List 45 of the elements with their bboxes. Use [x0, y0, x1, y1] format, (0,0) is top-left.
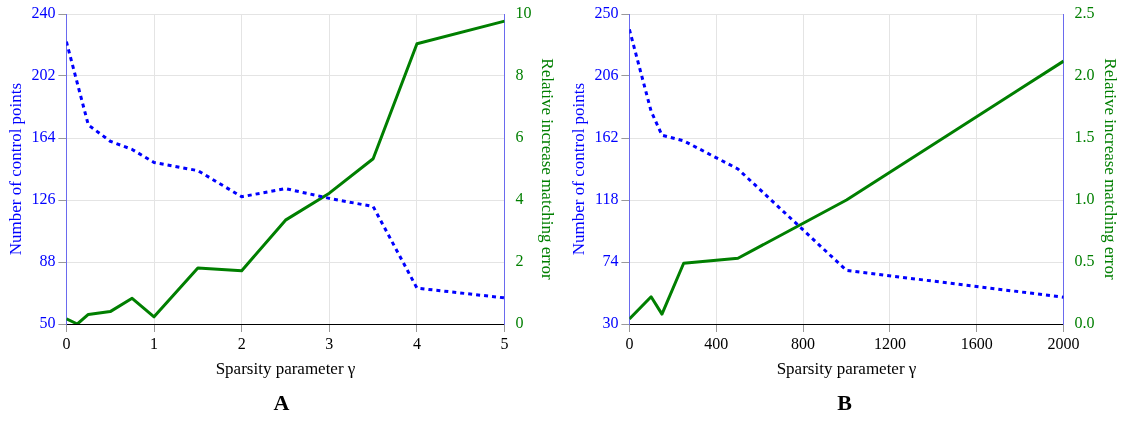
x-tick-label: 1600 [960, 334, 993, 352]
x-tick-label: 4 [412, 334, 421, 352]
x-tick-label: 3 [325, 334, 334, 352]
y-tick-label: 202 [31, 66, 56, 84]
y-tick-label: 164 [31, 128, 56, 146]
y-tick-label: 88 [39, 252, 56, 270]
x-tick-label: 2 [237, 334, 246, 352]
y2-tick-label: 4 [515, 190, 524, 208]
x-tick-label: 1 [150, 334, 159, 352]
y-tick-label: 126 [31, 190, 56, 208]
text: B [837, 390, 853, 416]
y-axis-title: Number of control points [5, 82, 25, 256]
y-tick-label: 74 [602, 252, 619, 270]
line-series [629, 28, 1064, 299]
y2-tick-label: 0.0 [1074, 314, 1095, 332]
y-tick-label: 250 [594, 4, 619, 22]
y2-tick-label: 1.5 [1074, 128, 1095, 146]
y-tick-label: 206 [594, 66, 619, 84]
y-tick-label: 118 [594, 190, 619, 208]
x-tick-label: 1200 [873, 334, 906, 352]
y2-tick-label: 2.0 [1074, 66, 1095, 84]
y2-axis-title: Relative increase matching error [538, 58, 558, 281]
y2-tick-label: 1.0 [1074, 190, 1095, 208]
y2-tick-label: 6 [515, 128, 524, 146]
x-tick-label: 400 [704, 334, 729, 352]
y2-tick-label: 10 [515, 4, 532, 22]
y-tick-label: 50 [39, 314, 56, 332]
x-axis-title: Sparsity parameter γ [776, 358, 917, 378]
y2-tick-label: 2.5 [1074, 4, 1095, 22]
y-tick-label: 30 [602, 314, 619, 332]
x-tick-label: 800 [791, 334, 816, 352]
y2-tick-label: 0 [515, 314, 524, 332]
y-tick-label: 162 [594, 128, 619, 146]
x-tick-label: 5 [500, 334, 509, 352]
text: A [273, 390, 290, 416]
y-axis-title: Number of control points [568, 82, 588, 256]
x-axis-title: Sparsity parameter γ [215, 358, 356, 378]
y-tick-label: 240 [31, 4, 56, 22]
x-tick-label: 0 [625, 334, 634, 352]
y2-tick-label: 0.5 [1074, 252, 1095, 270]
y2-tick-label: 2 [515, 252, 524, 270]
x-tick-label: 0 [62, 334, 71, 352]
x-tick-label: 2000 [1047, 334, 1080, 352]
y2-tick-label: 8 [515, 66, 524, 84]
y2-axis-title: Relative increase matching error [1101, 58, 1121, 281]
